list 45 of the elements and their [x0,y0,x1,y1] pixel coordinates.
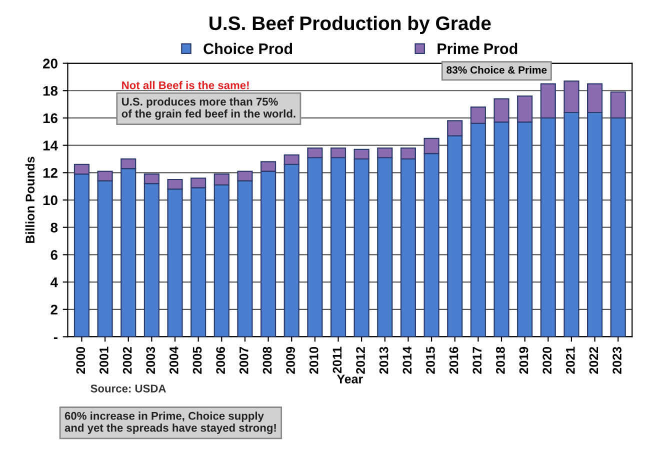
x-tick-label: 2003 [146,346,156,374]
x-tick-label: 2016 [449,346,458,374]
x-tick-label: 2005 [192,346,202,374]
x-tick-label: 2014 [402,346,412,374]
annotation: Not all Beef is the same! [122,81,249,90]
y-tick-label: 4 [50,278,58,288]
x-tick-label: 2000 [76,346,86,374]
y-tick-label: 6 [50,250,58,260]
x-tick-label: 2013 [379,346,388,374]
text: 60% increase in Prime, Choice supply and yet the spreads have stayed strong! [64,412,276,434]
y-tick-label: 16 [43,113,58,124]
x-tick-label: 2022 [589,346,598,374]
chart-title: U.S. Beef Production by Grade [210,16,491,34]
x-tick-label: 2001 [100,346,108,374]
y-tick-label: 18 [43,86,58,96]
x-tick-label: 2004 [170,346,178,374]
y-tick-label: - [54,337,58,339]
annotation: U.S. produces more than 75% of the grain fed beef in the world. [122,97,296,120]
x-tick-label: 2006 [216,346,225,374]
x-tick-label: 2002 [122,346,132,374]
y-tick-label: 10 [43,195,58,206]
x-tick-label: 2021 [566,346,575,374]
source-note: Source: USDA [90,384,166,392]
x-tick-label: 2023 [612,346,622,374]
x-tick-label: 2010 [309,346,318,374]
y-tick-label: 14 [43,140,58,150]
x-tick-label: 2009 [286,346,295,374]
legend-label: Choice Prod [204,42,292,54]
x-tick-label: 2007 [239,347,248,374]
x-axis-title: Year [336,374,363,384]
x-tick-label: 2008 [262,346,272,374]
x-tick-label: 2017 [472,347,482,374]
y-axis-title: Billion Pounds [25,156,35,243]
annotation: 83% Choice & Prime [446,66,547,74]
x-tick-label: 2018 [496,346,505,374]
x-tick-label: 2015 [426,346,435,374]
x-tick-label: 2019 [519,346,528,374]
y-tick-label: 12 [43,168,58,178]
x-tick-label: 2012 [356,346,365,374]
y-tick-label: 2 [50,304,58,314]
x-tick-label: 2020 [542,346,552,374]
y-tick-label: 8 [50,222,58,233]
x-tick-label: 2011 [332,346,342,374]
legend-label: Prime Prod [438,42,518,54]
y-tick-label: 20 [43,58,58,68]
